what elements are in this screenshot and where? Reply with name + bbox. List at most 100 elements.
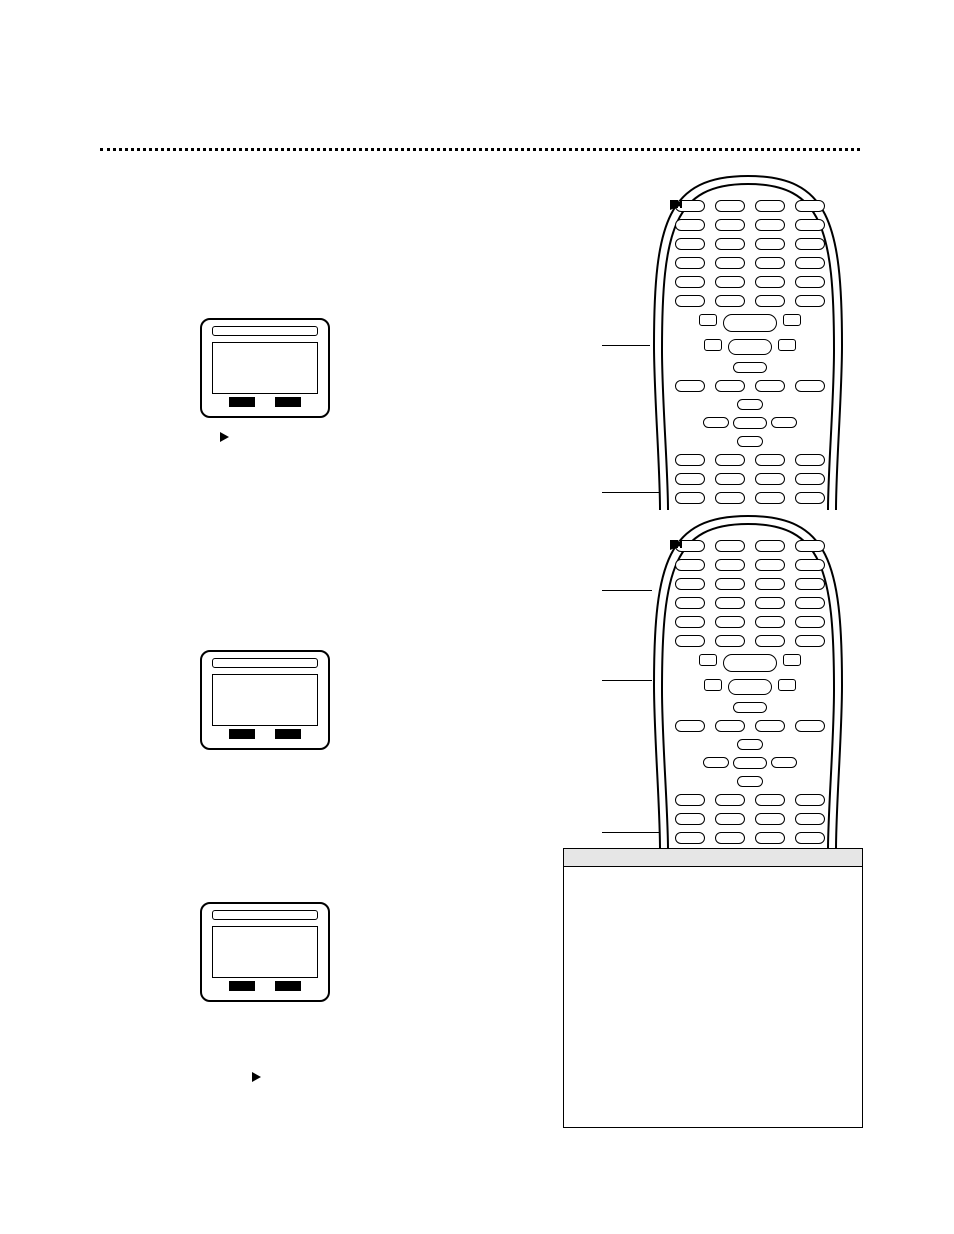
remote-button[interactable]	[755, 720, 785, 732]
dpad-down-button[interactable]	[737, 776, 763, 787]
remote-button[interactable]	[795, 380, 825, 392]
dpad-left-button[interactable]	[703, 417, 729, 428]
remote-button[interactable]	[755, 200, 785, 212]
down-button[interactable]	[795, 616, 825, 628]
down-button[interactable]	[795, 578, 825, 590]
remote-button[interactable]	[715, 578, 745, 590]
remote-button[interactable]	[715, 219, 745, 231]
remote-button[interactable]	[755, 813, 785, 825]
remote-button[interactable]	[755, 295, 785, 307]
dpad-down-button[interactable]	[737, 436, 763, 447]
remote-button[interactable]	[755, 635, 785, 647]
remote-button[interactable]	[795, 635, 825, 647]
remote-button[interactable]	[755, 832, 785, 844]
remote-button[interactable]	[715, 597, 745, 609]
remote-button[interactable]	[715, 380, 745, 392]
remote-button[interactable]	[675, 813, 705, 825]
remote-button[interactable]	[795, 454, 825, 466]
rewind-button[interactable]	[704, 339, 722, 351]
remote-button[interactable]	[755, 616, 785, 628]
remote-button[interactable]	[715, 454, 745, 466]
remote-button[interactable]	[715, 635, 745, 647]
remote-button[interactable]	[715, 559, 745, 571]
dpad-left-button[interactable]	[703, 757, 729, 768]
up-button[interactable]	[795, 219, 825, 231]
remote-button[interactable]	[755, 794, 785, 806]
remote-button[interactable]	[795, 473, 825, 485]
remote-button[interactable]	[715, 540, 745, 552]
remote-button[interactable]	[715, 813, 745, 825]
remote-button[interactable]	[715, 473, 745, 485]
up-button[interactable]	[795, 597, 825, 609]
dpad-center-button[interactable]	[733, 417, 767, 429]
remote-button[interactable]	[715, 616, 745, 628]
dpad-right-button[interactable]	[771, 757, 797, 768]
remote-button[interactable]	[675, 238, 705, 250]
remote-button[interactable]	[675, 257, 705, 269]
remote-button[interactable]	[755, 238, 785, 250]
prev-track-button[interactable]	[699, 314, 717, 326]
stop-button[interactable]	[733, 362, 767, 373]
remote-button[interactable]	[795, 720, 825, 732]
remote-button[interactable]	[755, 257, 785, 269]
remote-button[interactable]	[795, 200, 825, 212]
remote-button[interactable]	[755, 473, 785, 485]
up-button[interactable]	[795, 257, 825, 269]
next-track-button[interactable]	[783, 654, 801, 666]
remote-button[interactable]	[675, 295, 705, 307]
remote-button[interactable]	[755, 219, 785, 231]
remote-button[interactable]	[675, 492, 705, 504]
remote-button[interactable]	[755, 380, 785, 392]
next-track-button[interactable]	[783, 314, 801, 326]
remote-button[interactable]	[675, 578, 705, 590]
remote-button[interactable]	[675, 380, 705, 392]
remote-button[interactable]	[755, 276, 785, 288]
stop-button[interactable]	[733, 702, 767, 713]
remote-button[interactable]	[795, 794, 825, 806]
remote-button[interactable]	[675, 219, 705, 231]
remote-button[interactable]	[795, 832, 825, 844]
remote-button[interactable]	[795, 540, 825, 552]
remote-button[interactable]	[795, 295, 825, 307]
fast-forward-button[interactable]	[778, 679, 796, 691]
pause-button[interactable]	[675, 276, 705, 288]
remote-button[interactable]	[755, 597, 785, 609]
down-button[interactable]	[795, 276, 825, 288]
pause-button[interactable]	[675, 616, 705, 628]
dpad-up-button[interactable]	[737, 739, 763, 750]
remote-button[interactable]	[795, 492, 825, 504]
remote-button[interactable]	[755, 454, 785, 466]
play-button[interactable]	[723, 314, 777, 332]
remote-button[interactable]	[715, 276, 745, 288]
remote-button[interactable]	[715, 832, 745, 844]
remote-button[interactable]	[675, 454, 705, 466]
remote-button[interactable]	[755, 559, 785, 571]
dpad-up-button[interactable]	[737, 399, 763, 410]
prev-track-button[interactable]	[699, 654, 717, 666]
rewind-button[interactable]	[704, 679, 722, 691]
remote-button[interactable]	[755, 540, 785, 552]
remote-button[interactable]	[675, 635, 705, 647]
down-button[interactable]	[795, 238, 825, 250]
dpad-center-button[interactable]	[733, 757, 767, 769]
remote-button[interactable]	[675, 720, 705, 732]
remote-button[interactable]	[675, 597, 705, 609]
remote-button[interactable]	[715, 794, 745, 806]
remote-button[interactable]	[755, 492, 785, 504]
remote-button[interactable]	[675, 794, 705, 806]
remote-button[interactable]	[795, 813, 825, 825]
transport-center[interactable]	[728, 339, 772, 355]
remote-button[interactable]	[715, 257, 745, 269]
up-button[interactable]	[795, 559, 825, 571]
remote-button[interactable]	[715, 238, 745, 250]
remote-button[interactable]	[675, 559, 705, 571]
remote-button[interactable]	[715, 200, 745, 212]
remote-button[interactable]	[755, 578, 785, 590]
remote-button[interactable]	[715, 492, 745, 504]
remote-button[interactable]	[675, 473, 705, 485]
dpad-right-button[interactable]	[771, 417, 797, 428]
remote-button[interactable]	[715, 295, 745, 307]
play-button[interactable]	[723, 654, 777, 672]
remote-button[interactable]	[675, 832, 705, 844]
fast-forward-button[interactable]	[778, 339, 796, 351]
